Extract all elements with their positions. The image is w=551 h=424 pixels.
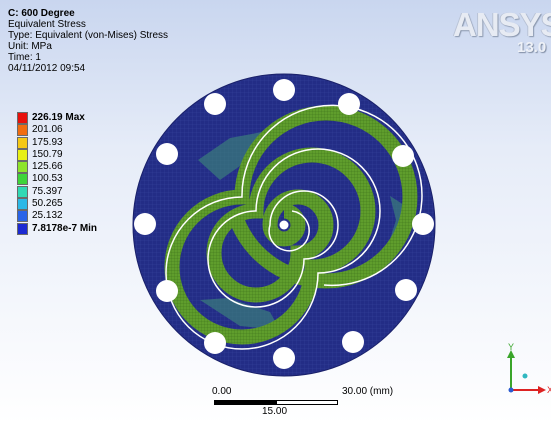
- legend-swatch: [17, 124, 28, 137]
- legend-swatch: [17, 136, 28, 149]
- scale-segment-white: [276, 400, 338, 405]
- result-timestamp: 04/11/2012 09:54: [8, 63, 86, 74]
- spiral-gap: [165, 104, 423, 350]
- bolt-hole: [204, 332, 226, 354]
- stress-region: [198, 132, 262, 180]
- scale-segment-black: [214, 400, 276, 405]
- result-unit: Unit: MPa: [8, 41, 52, 52]
- scroll-spiral: [164, 105, 418, 345]
- logo-wordmark: ANSYS: [453, 6, 551, 43]
- legend-label: 50.265: [32, 198, 63, 210]
- scale-start: 0.00: [212, 386, 232, 397]
- x-axis-arrow: [538, 386, 546, 394]
- bolt-hole: [395, 279, 417, 301]
- bolt-hole: [342, 331, 364, 353]
- z-axis-origin: [508, 387, 514, 393]
- bolt-hole: [412, 213, 434, 235]
- triad-marker: [522, 373, 528, 379]
- legend-swatch: [17, 173, 28, 186]
- legend-label: 226.19 Max: [32, 112, 85, 123]
- legend-label: 125.66: [32, 161, 63, 173]
- ansys-logo: ANSYS 13.0: [453, 6, 551, 58]
- center-hole: [279, 220, 289, 230]
- scale-end: 30.00 (mm): [342, 386, 394, 397]
- bolt-hole: [204, 93, 226, 115]
- bolt-hole: [273, 347, 295, 369]
- legend-label: 100.53: [32, 173, 63, 185]
- bolt-hole: [134, 213, 156, 235]
- y-axis-arrow: [507, 350, 515, 358]
- legend-swatch: [17, 210, 28, 223]
- bolt-hole: [156, 280, 178, 302]
- result-type: Type: Equivalent (von-Mises) Stress: [8, 30, 169, 41]
- logo-version: 13.0: [517, 39, 547, 56]
- legend-swatch: [17, 222, 28, 235]
- result-time: Time: 1: [8, 52, 41, 63]
- bolt-hole: [338, 93, 360, 115]
- result-info-panel: C: 600 Degree Equivalent Stress Type: Eq…: [8, 8, 168, 74]
- legend-label: 25.132: [32, 210, 63, 222]
- coordinate-triad[interactable]: Y X: [492, 342, 551, 402]
- stress-region: [200, 298, 280, 330]
- result-name: Equivalent Stress: [8, 19, 86, 30]
- y-axis-label: Y: [508, 342, 514, 352]
- result-title: C: 600 Degree: [8, 8, 75, 19]
- legend-swatch: [17, 148, 28, 161]
- x-axis-label: X: [547, 385, 551, 395]
- legend-swatch: [17, 112, 28, 124]
- bolt-hole: [273, 79, 295, 101]
- bolt-hole: [156, 143, 178, 165]
- legend-label: 150.79: [32, 148, 63, 160]
- legend-label: 7.8178e-7 Min: [32, 222, 98, 234]
- legend-label: 201.06: [32, 124, 63, 136]
- scale-mid: 15.00: [262, 406, 288, 417]
- legend-swatch: [17, 198, 28, 211]
- legend-label: 175.93: [32, 136, 63, 148]
- legend-label: 75.397: [32, 185, 63, 197]
- legend-swatch: [17, 185, 28, 198]
- bolt-hole: [392, 145, 414, 167]
- legend-swatch: [17, 161, 28, 174]
